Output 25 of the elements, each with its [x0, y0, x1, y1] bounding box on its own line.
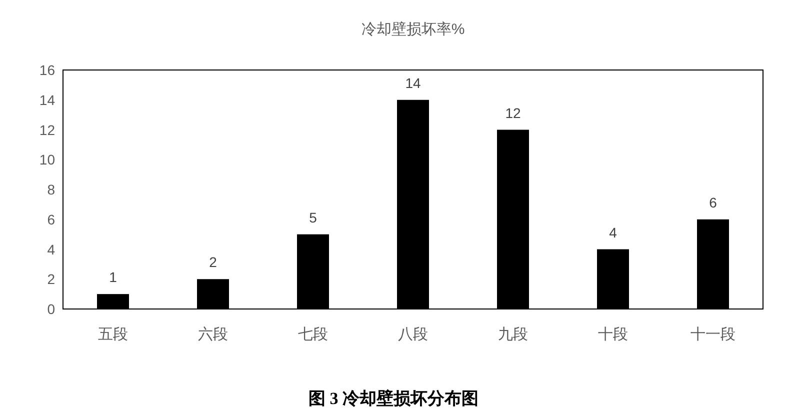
- y-tick-label: 12: [39, 122, 56, 138]
- y-tick-label: 14: [39, 92, 56, 108]
- x-tick-label: 八段: [398, 326, 428, 343]
- x-tick-label: 五段: [98, 326, 128, 343]
- y-tick-label: 10: [39, 152, 56, 168]
- data-label: 14: [405, 74, 421, 91]
- x-tick-label: 六段: [198, 326, 228, 343]
- data-label: 1: [109, 269, 118, 286]
- data-label: 5: [309, 209, 318, 226]
- chart-title: 冷却壁损坏率%: [361, 21, 465, 38]
- y-tick-label: 0: [47, 301, 56, 317]
- x-tick-label: 九段: [498, 326, 528, 343]
- caption: 图 3 冷却壁损坏分布图: [308, 389, 478, 408]
- data-label: 6: [709, 194, 718, 210]
- y-tick-label: 4: [47, 241, 56, 258]
- data-label: 4: [609, 224, 618, 240]
- y-tick-label: 8: [47, 182, 56, 198]
- x-tick-label: 十一段: [690, 326, 736, 343]
- y-tick-label: 16: [39, 62, 56, 78]
- data-label: 2: [209, 254, 218, 270]
- data-label: 12: [505, 104, 521, 121]
- x-tick-label: 十段: [598, 326, 628, 343]
- x-tick-label: 七段: [298, 326, 328, 343]
- y-tick-label: 6: [47, 211, 56, 228]
- y-tick-label: 2: [47, 271, 56, 288]
